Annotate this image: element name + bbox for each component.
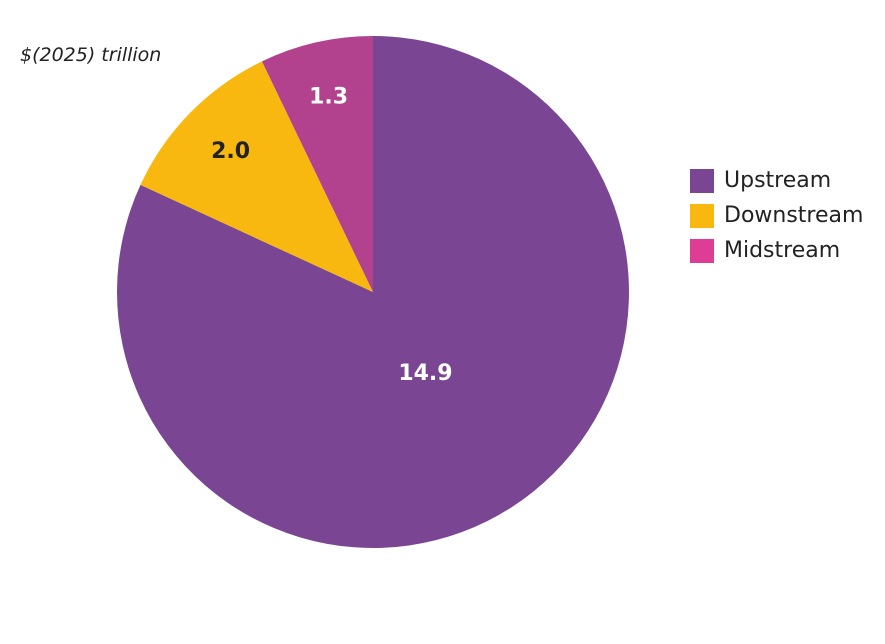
pie-slice-upstream (117, 36, 629, 548)
legend: Upstream Downstream Midstream (690, 163, 863, 268)
legend-label: Midstream (724, 238, 841, 263)
legend-item-downstream: Downstream (690, 198, 863, 233)
pie-labels: 14.9 2.0 1.3 (211, 84, 453, 386)
pie-label-downstream: 2.0 (211, 139, 250, 164)
legend-swatch (690, 203, 714, 228)
legend-swatch (690, 238, 714, 263)
unit-label: $(2025) trillion (20, 44, 162, 66)
pie-slice-downstream (140, 61, 373, 292)
pie-label-upstream: 14.9 (398, 361, 452, 386)
legend-item-midstream: Midstream (690, 233, 863, 268)
legend-label: Downstream (724, 203, 864, 228)
legend-swatch (690, 168, 714, 193)
pie-slices (117, 36, 629, 548)
pie-label-midstream: 1.3 (309, 84, 348, 109)
legend-label: Upstream (724, 168, 832, 193)
legend-item-upstream: Upstream (690, 163, 863, 198)
pie-slice-midstream (261, 36, 373, 292)
